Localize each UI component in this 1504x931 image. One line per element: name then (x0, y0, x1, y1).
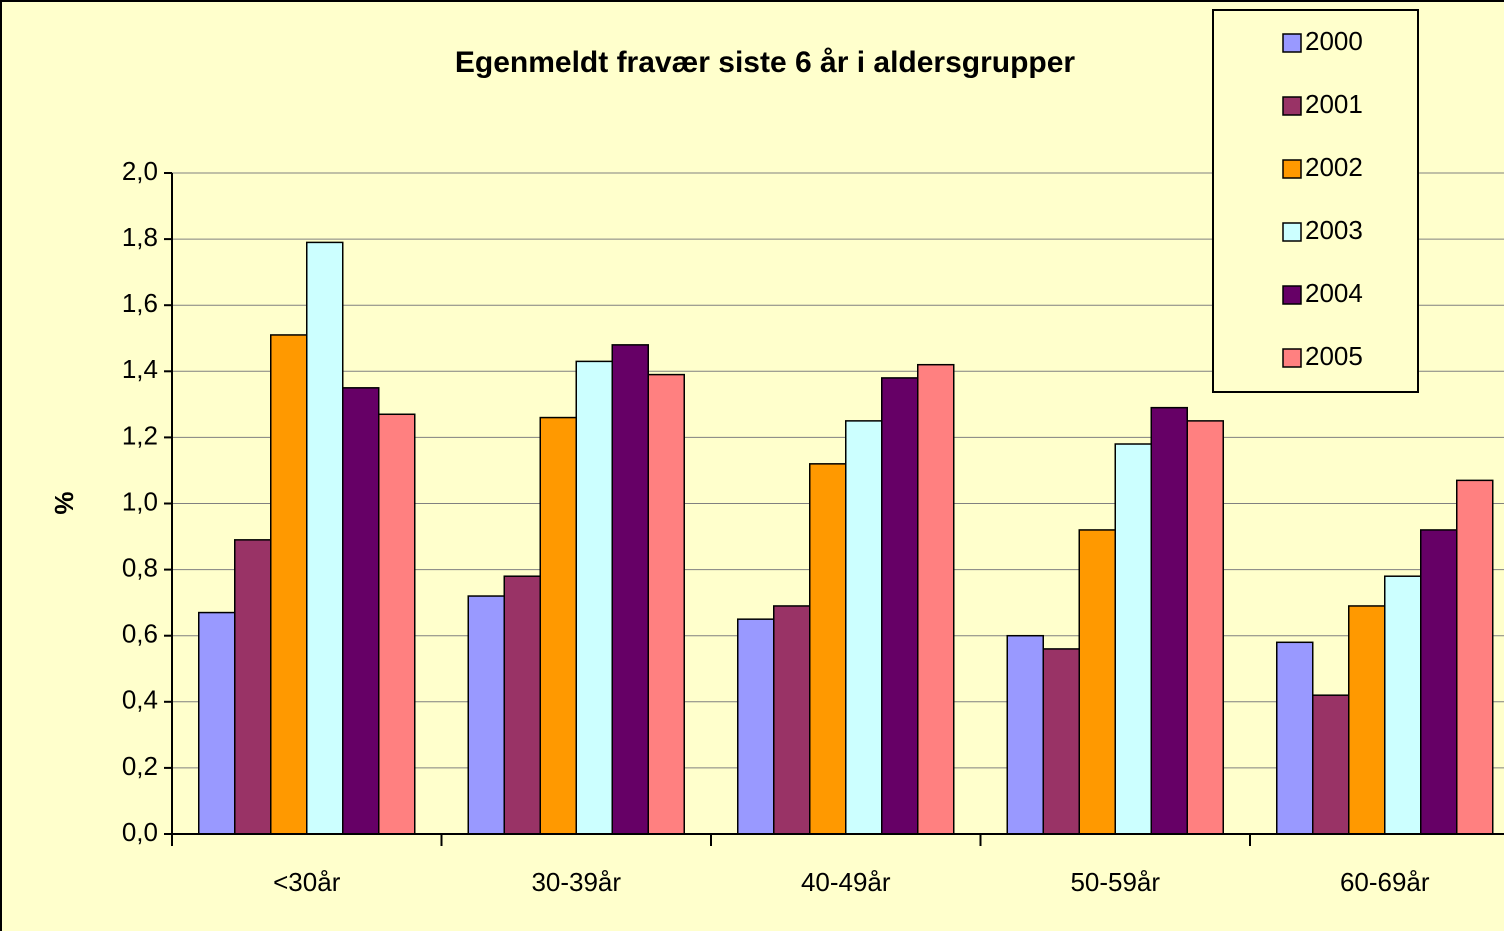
legend-label: 2002 (1305, 152, 1363, 182)
legend-label: 2001 (1305, 89, 1363, 119)
y-tick-label: 2,0 (122, 156, 158, 186)
y-tick-label: 0,2 (122, 751, 158, 781)
legend-swatch (1282, 33, 1302, 53)
y-tick-label: 1,6 (122, 288, 158, 318)
bar (1186, 420, 1224, 835)
legend-swatch (1282, 348, 1302, 368)
bar (1384, 575, 1422, 835)
chart-title: Egenmeldt fravær siste 6 år i aldersgrup… (455, 46, 1076, 79)
bar (342, 387, 380, 835)
y-tick-label: 1,4 (122, 354, 158, 384)
bar (845, 420, 883, 835)
legend-label: 2000 (1305, 26, 1363, 56)
bar (575, 360, 613, 835)
legend-swatch (1282, 285, 1302, 305)
bar (234, 539, 272, 835)
bar (539, 416, 577, 835)
bar (270, 334, 308, 835)
bar (917, 363, 955, 835)
bar (306, 241, 344, 835)
x-tick-label: 50-59år (1070, 867, 1160, 897)
bar (1276, 641, 1314, 835)
y-tick-label: 0,4 (122, 685, 158, 715)
bar (881, 377, 919, 835)
bar (1348, 605, 1386, 835)
legend-swatch (1282, 96, 1302, 116)
bar (1456, 479, 1494, 835)
bar (503, 575, 541, 835)
bar (198, 611, 236, 835)
bar (1312, 694, 1350, 835)
bar (611, 344, 649, 835)
legend-swatch (1282, 159, 1302, 179)
y-tick-label: 0,0 (122, 817, 158, 847)
x-tick-label: <30år (273, 867, 341, 897)
bar (647, 373, 685, 835)
bar (1150, 406, 1188, 835)
x-tick-label: 30-39år (531, 867, 621, 897)
y-axis-label: % (49, 491, 79, 514)
bar (1078, 529, 1116, 835)
bar (773, 605, 811, 835)
bar (1042, 648, 1080, 835)
bar (467, 595, 505, 835)
y-tick-label: 1,0 (122, 486, 158, 516)
legend-swatch (1282, 222, 1302, 242)
y-tick-label: 1,8 (122, 222, 158, 252)
legend-label: 2005 (1305, 341, 1363, 371)
y-tick-label: 0,6 (122, 619, 158, 649)
legend-label: 2004 (1305, 278, 1363, 308)
bar (378, 413, 416, 835)
y-tick-label: 0,8 (122, 552, 158, 582)
x-tick-label: 40-49år (801, 867, 891, 897)
bar (737, 618, 775, 835)
bar (1114, 443, 1152, 835)
x-tick-label: 60-69år (1340, 867, 1430, 897)
legend-box (1212, 9, 1419, 393)
legend-label: 2003 (1305, 215, 1363, 245)
bar (809, 463, 847, 835)
bar (1006, 634, 1044, 835)
bar (1420, 529, 1458, 835)
y-tick-label: 1,2 (122, 420, 158, 450)
